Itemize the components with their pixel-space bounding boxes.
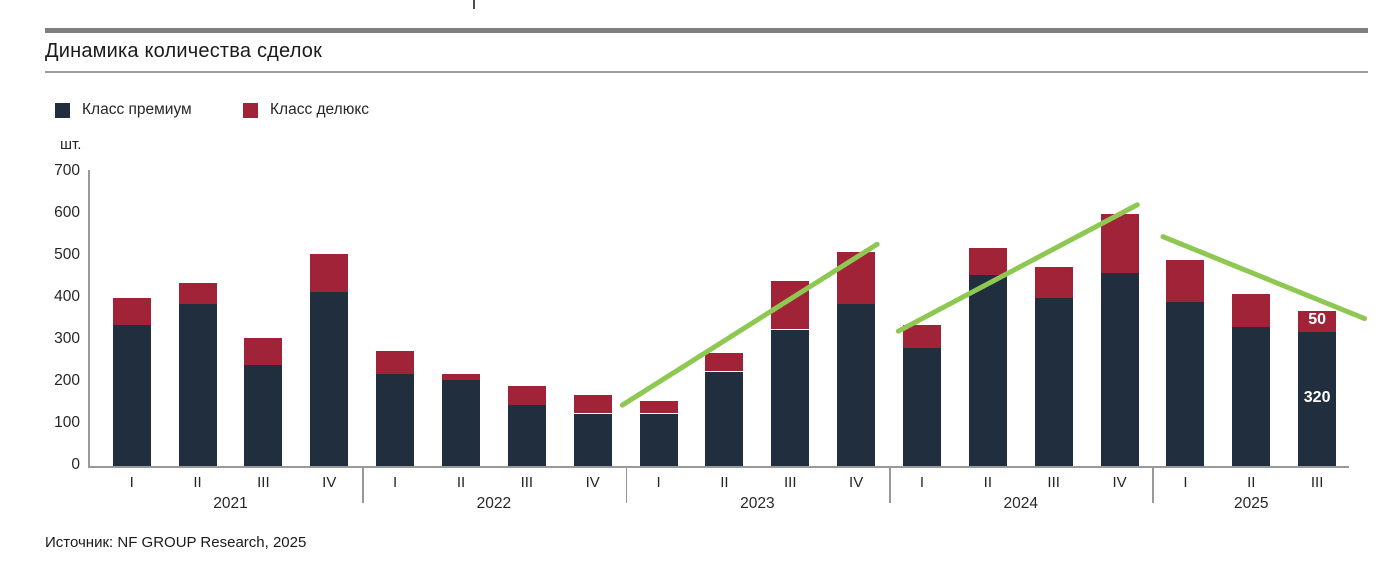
x-axis-quarter-label: IV	[322, 474, 337, 491]
x-axis-quarter-label: IV	[585, 474, 600, 491]
bar-premium-segment	[1298, 331, 1337, 466]
chart-title: Динамика количества сделок	[45, 40, 323, 62]
bar-premium-segment	[1232, 327, 1271, 466]
bar-premium-segment	[1166, 302, 1205, 466]
y-axis-tick-label: 300	[54, 330, 80, 347]
legend-item-deluxe: Класс делюкс	[243, 101, 431, 119]
source-note: Источник: NF GROUP Research, 2025	[45, 534, 307, 551]
bar-premium-segment	[310, 291, 349, 466]
x-axis-line	[88, 466, 1349, 468]
y-axis-tick-label: 0	[71, 456, 80, 473]
bar-deluxe-value-label: 50	[1308, 311, 1327, 329]
bar-premium-segment	[507, 405, 546, 466]
bar-premium-segment	[573, 413, 612, 466]
bar-premium-segment	[902, 348, 941, 466]
bar-deluxe-segment	[178, 283, 217, 305]
y-axis-tick-label: 100	[54, 414, 80, 431]
top-tick-mark	[473, 0, 475, 9]
x-axis-year-label: 2023	[740, 495, 775, 512]
x-axis-quarter-label: II	[720, 474, 729, 491]
bar-deluxe-segment	[1166, 260, 1205, 303]
bar-premium-segment	[1100, 272, 1139, 466]
x-axis-quarter-label: III	[784, 474, 797, 491]
x-axis-quarter-label: II	[1247, 474, 1256, 491]
chart-legend: Класс премиум Класс делюкс	[55, 101, 431, 119]
bar-premium-segment	[639, 413, 678, 466]
y-axis-tick-label: 700	[54, 162, 80, 179]
bar-premium-segment	[178, 304, 217, 466]
bar-premium-segment	[837, 304, 876, 466]
legend-swatch-icon	[55, 102, 70, 118]
bar-premium-segment	[771, 329, 810, 466]
x-axis-quarter-label: I	[393, 474, 398, 491]
bar-deluxe-segment	[112, 298, 151, 326]
legend-label: Класс премиум	[82, 101, 192, 118]
bar-deluxe-segment	[771, 281, 810, 330]
bar-deluxe-segment	[310, 253, 349, 292]
bar-premium-segment	[112, 325, 151, 466]
bar-premium-segment	[244, 365, 283, 466]
x-axis-quarter-label: III	[257, 474, 270, 491]
bar-premium-segment	[441, 379, 480, 466]
bar-premium-segment	[968, 274, 1007, 466]
bar-deluxe-segment	[705, 352, 744, 372]
x-axis-quarter-label: II	[456, 474, 466, 491]
x-axis-quarter-label: II	[193, 474, 202, 491]
y-axis-tick-label: 500	[54, 246, 80, 263]
bar-deluxe-segment	[1100, 214, 1139, 273]
bar-deluxe-segment	[1034, 266, 1073, 298]
year-separator-line	[889, 467, 891, 503]
x-axis-year-label: 2025	[1234, 495, 1269, 512]
year-separator-line	[625, 467, 628, 503]
x-axis-quarter-label: I	[129, 474, 134, 491]
top-divider-bar	[45, 28, 1368, 33]
x-axis-year-label: 2021	[213, 495, 248, 512]
year-separator-line	[362, 467, 364, 503]
x-axis-quarter-label: III	[520, 474, 534, 491]
bar-deluxe-segment	[837, 251, 876, 305]
x-axis-quarter-label: III	[1310, 474, 1324, 491]
bar-deluxe-segment	[902, 325, 941, 349]
legend-swatch-icon	[243, 102, 258, 118]
x-axis-quarter-label: I	[1183, 474, 1188, 491]
x-axis-quarter-label: III	[1047, 474, 1060, 491]
bar-deluxe-segment	[507, 386, 546, 406]
x-axis-quarter-label: IV	[1112, 474, 1127, 491]
x-axis-quarter-label: II	[983, 474, 992, 491]
bar-premium-value-label: 320	[1303, 388, 1331, 406]
bar-deluxe-segment	[1232, 293, 1271, 328]
y-axis-tick-label: 200	[54, 372, 80, 389]
bar-deluxe-segment	[244, 337, 283, 366]
x-axis-quarter-label: I	[656, 474, 661, 491]
bar-premium-segment	[1034, 298, 1073, 466]
bar-deluxe-segment	[639, 400, 678, 414]
bar-deluxe-segment	[968, 247, 1007, 275]
title-underline	[45, 71, 1368, 73]
bar-deluxe-segment	[376, 350, 415, 374]
x-axis-year-label: 2024	[1003, 495, 1038, 512]
legend-label: Класс делюкс	[270, 101, 370, 118]
y-axis-tick-label: 600	[54, 204, 80, 221]
legend-item-premium: Класс премиум	[55, 101, 243, 119]
year-separator-line	[1152, 467, 1154, 503]
bar-premium-segment	[376, 373, 415, 466]
x-axis-quarter-label: I	[919, 474, 925, 491]
x-axis-quarter-label: IV	[849, 474, 864, 491]
y-axis-tick-label: 400	[54, 288, 80, 305]
bar-deluxe-segment	[441, 373, 480, 380]
y-axis-line	[88, 170, 90, 467]
x-axis-year-label: 2022	[476, 495, 512, 512]
y-axis-unit-label: шт.	[60, 136, 82, 153]
bar-premium-segment	[705, 371, 744, 466]
bar-deluxe-segment	[573, 394, 612, 414]
